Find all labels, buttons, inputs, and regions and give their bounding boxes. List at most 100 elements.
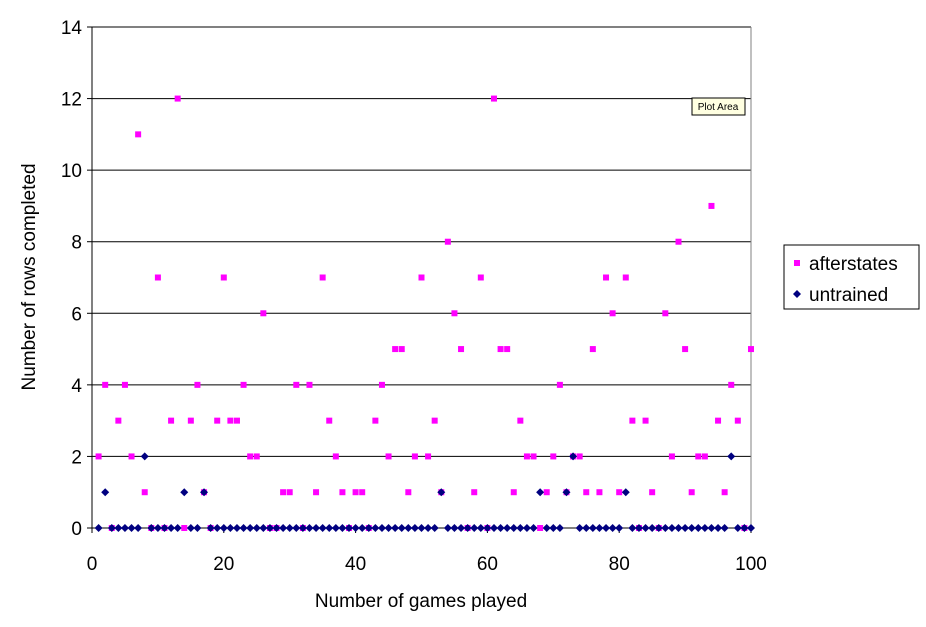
point-afterstates[interactable] bbox=[352, 489, 359, 496]
point-untrained[interactable] bbox=[331, 524, 340, 532]
point-afterstates[interactable] bbox=[168, 417, 175, 424]
point-untrained[interactable] bbox=[740, 524, 749, 532]
point-untrained[interactable] bbox=[470, 524, 479, 532]
point-untrained[interactable] bbox=[641, 524, 650, 532]
point-afterstates[interactable] bbox=[629, 417, 636, 424]
point-untrained[interactable] bbox=[364, 524, 373, 532]
point-afterstates[interactable] bbox=[444, 238, 451, 245]
point-afterstates[interactable] bbox=[95, 453, 102, 460]
point-untrained[interactable] bbox=[232, 524, 241, 532]
point-untrained[interactable] bbox=[114, 524, 123, 532]
point-untrained[interactable] bbox=[384, 524, 393, 532]
point-untrained[interactable] bbox=[457, 524, 466, 532]
point-afterstates[interactable] bbox=[668, 453, 675, 460]
point-untrained[interactable] bbox=[252, 524, 261, 532]
point-afterstates[interactable] bbox=[326, 417, 333, 424]
point-untrained[interactable] bbox=[588, 524, 597, 532]
point-untrained[interactable] bbox=[555, 524, 564, 532]
point-untrained[interactable] bbox=[648, 524, 657, 532]
point-afterstates[interactable] bbox=[530, 453, 537, 460]
point-afterstates[interactable] bbox=[576, 453, 583, 460]
point-untrained[interactable] bbox=[410, 524, 419, 532]
point-afterstates[interactable] bbox=[418, 274, 425, 281]
point-afterstates[interactable] bbox=[240, 381, 247, 388]
point-afterstates[interactable] bbox=[603, 274, 610, 281]
point-untrained[interactable] bbox=[140, 452, 149, 461]
point-untrained[interactable] bbox=[358, 524, 367, 532]
point-afterstates[interactable] bbox=[504, 346, 511, 353]
point-untrained[interactable] bbox=[193, 524, 202, 532]
point-untrained[interactable] bbox=[727, 452, 736, 461]
point-afterstates[interactable] bbox=[748, 346, 754, 353]
point-untrained[interactable] bbox=[608, 524, 617, 532]
point-afterstates[interactable] bbox=[537, 525, 544, 531]
point-afterstates[interactable] bbox=[306, 381, 313, 388]
point-untrained[interactable] bbox=[489, 524, 498, 532]
point-afterstates[interactable] bbox=[194, 381, 201, 388]
point-afterstates[interactable] bbox=[616, 489, 623, 496]
point-afterstates[interactable] bbox=[688, 489, 695, 496]
point-afterstates[interactable] bbox=[728, 381, 735, 388]
point-afterstates[interactable] bbox=[431, 417, 438, 424]
point-afterstates[interactable] bbox=[550, 453, 557, 460]
point-afterstates[interactable] bbox=[543, 489, 550, 496]
point-untrained[interactable] bbox=[272, 524, 281, 532]
point-afterstates[interactable] bbox=[128, 453, 135, 460]
point-untrained[interactable] bbox=[246, 524, 255, 532]
point-afterstates[interactable] bbox=[121, 381, 128, 388]
point-afterstates[interactable] bbox=[458, 346, 465, 353]
point-afterstates[interactable] bbox=[734, 417, 741, 424]
point-untrained[interactable] bbox=[536, 488, 545, 497]
point-untrained[interactable] bbox=[285, 524, 294, 532]
point-untrained[interactable] bbox=[213, 524, 222, 532]
point-untrained[interactable] bbox=[259, 524, 268, 532]
legend[interactable]: afterstates untrained bbox=[783, 244, 920, 310]
point-untrained[interactable] bbox=[391, 524, 400, 532]
point-untrained[interactable] bbox=[404, 524, 413, 532]
point-untrained[interactable] bbox=[733, 524, 742, 532]
point-afterstates[interactable] bbox=[622, 274, 629, 281]
point-afterstates[interactable] bbox=[583, 489, 590, 496]
point-afterstates[interactable] bbox=[682, 346, 689, 353]
point-afterstates[interactable] bbox=[510, 489, 517, 496]
point-afterstates[interactable] bbox=[695, 453, 702, 460]
point-untrained[interactable] bbox=[298, 524, 307, 532]
point-untrained[interactable] bbox=[569, 452, 578, 461]
point-untrained[interactable] bbox=[694, 524, 703, 532]
point-afterstates[interactable] bbox=[154, 274, 161, 281]
point-untrained[interactable] bbox=[707, 524, 716, 532]
point-afterstates[interactable] bbox=[609, 310, 616, 317]
point-untrained[interactable] bbox=[430, 524, 439, 532]
point-untrained[interactable] bbox=[101, 488, 110, 497]
point-afterstates[interactable] bbox=[517, 417, 524, 424]
point-afterstates[interactable] bbox=[293, 381, 300, 388]
point-untrained[interactable] bbox=[496, 524, 505, 532]
point-afterstates[interactable] bbox=[115, 417, 122, 424]
point-untrained[interactable] bbox=[562, 488, 571, 497]
point-afterstates[interactable] bbox=[253, 453, 260, 460]
point-untrained[interactable] bbox=[160, 524, 169, 532]
point-untrained[interactable] bbox=[667, 524, 676, 532]
point-untrained[interactable] bbox=[147, 524, 156, 532]
point-untrained[interactable] bbox=[397, 524, 406, 532]
point-afterstates[interactable] bbox=[589, 346, 596, 353]
point-untrained[interactable] bbox=[674, 524, 683, 532]
point-untrained[interactable] bbox=[107, 524, 116, 532]
point-untrained[interactable] bbox=[714, 524, 723, 532]
point-untrained[interactable] bbox=[522, 524, 531, 532]
point-afterstates[interactable] bbox=[451, 310, 458, 317]
point-untrained[interactable] bbox=[463, 524, 472, 532]
point-afterstates[interactable] bbox=[490, 95, 497, 102]
point-afterstates[interactable] bbox=[596, 489, 603, 496]
point-afterstates[interactable] bbox=[135, 131, 142, 138]
point-untrained[interactable] bbox=[483, 524, 492, 532]
point-untrained[interactable] bbox=[450, 524, 459, 532]
point-untrained[interactable] bbox=[134, 524, 143, 532]
point-untrained[interactable] bbox=[239, 524, 248, 532]
point-untrained[interactable] bbox=[292, 524, 301, 532]
point-untrained[interactable] bbox=[437, 488, 446, 497]
point-untrained[interactable] bbox=[654, 524, 663, 532]
point-afterstates[interactable] bbox=[708, 202, 715, 209]
point-afterstates[interactable] bbox=[102, 381, 109, 388]
point-afterstates[interactable] bbox=[141, 489, 148, 496]
